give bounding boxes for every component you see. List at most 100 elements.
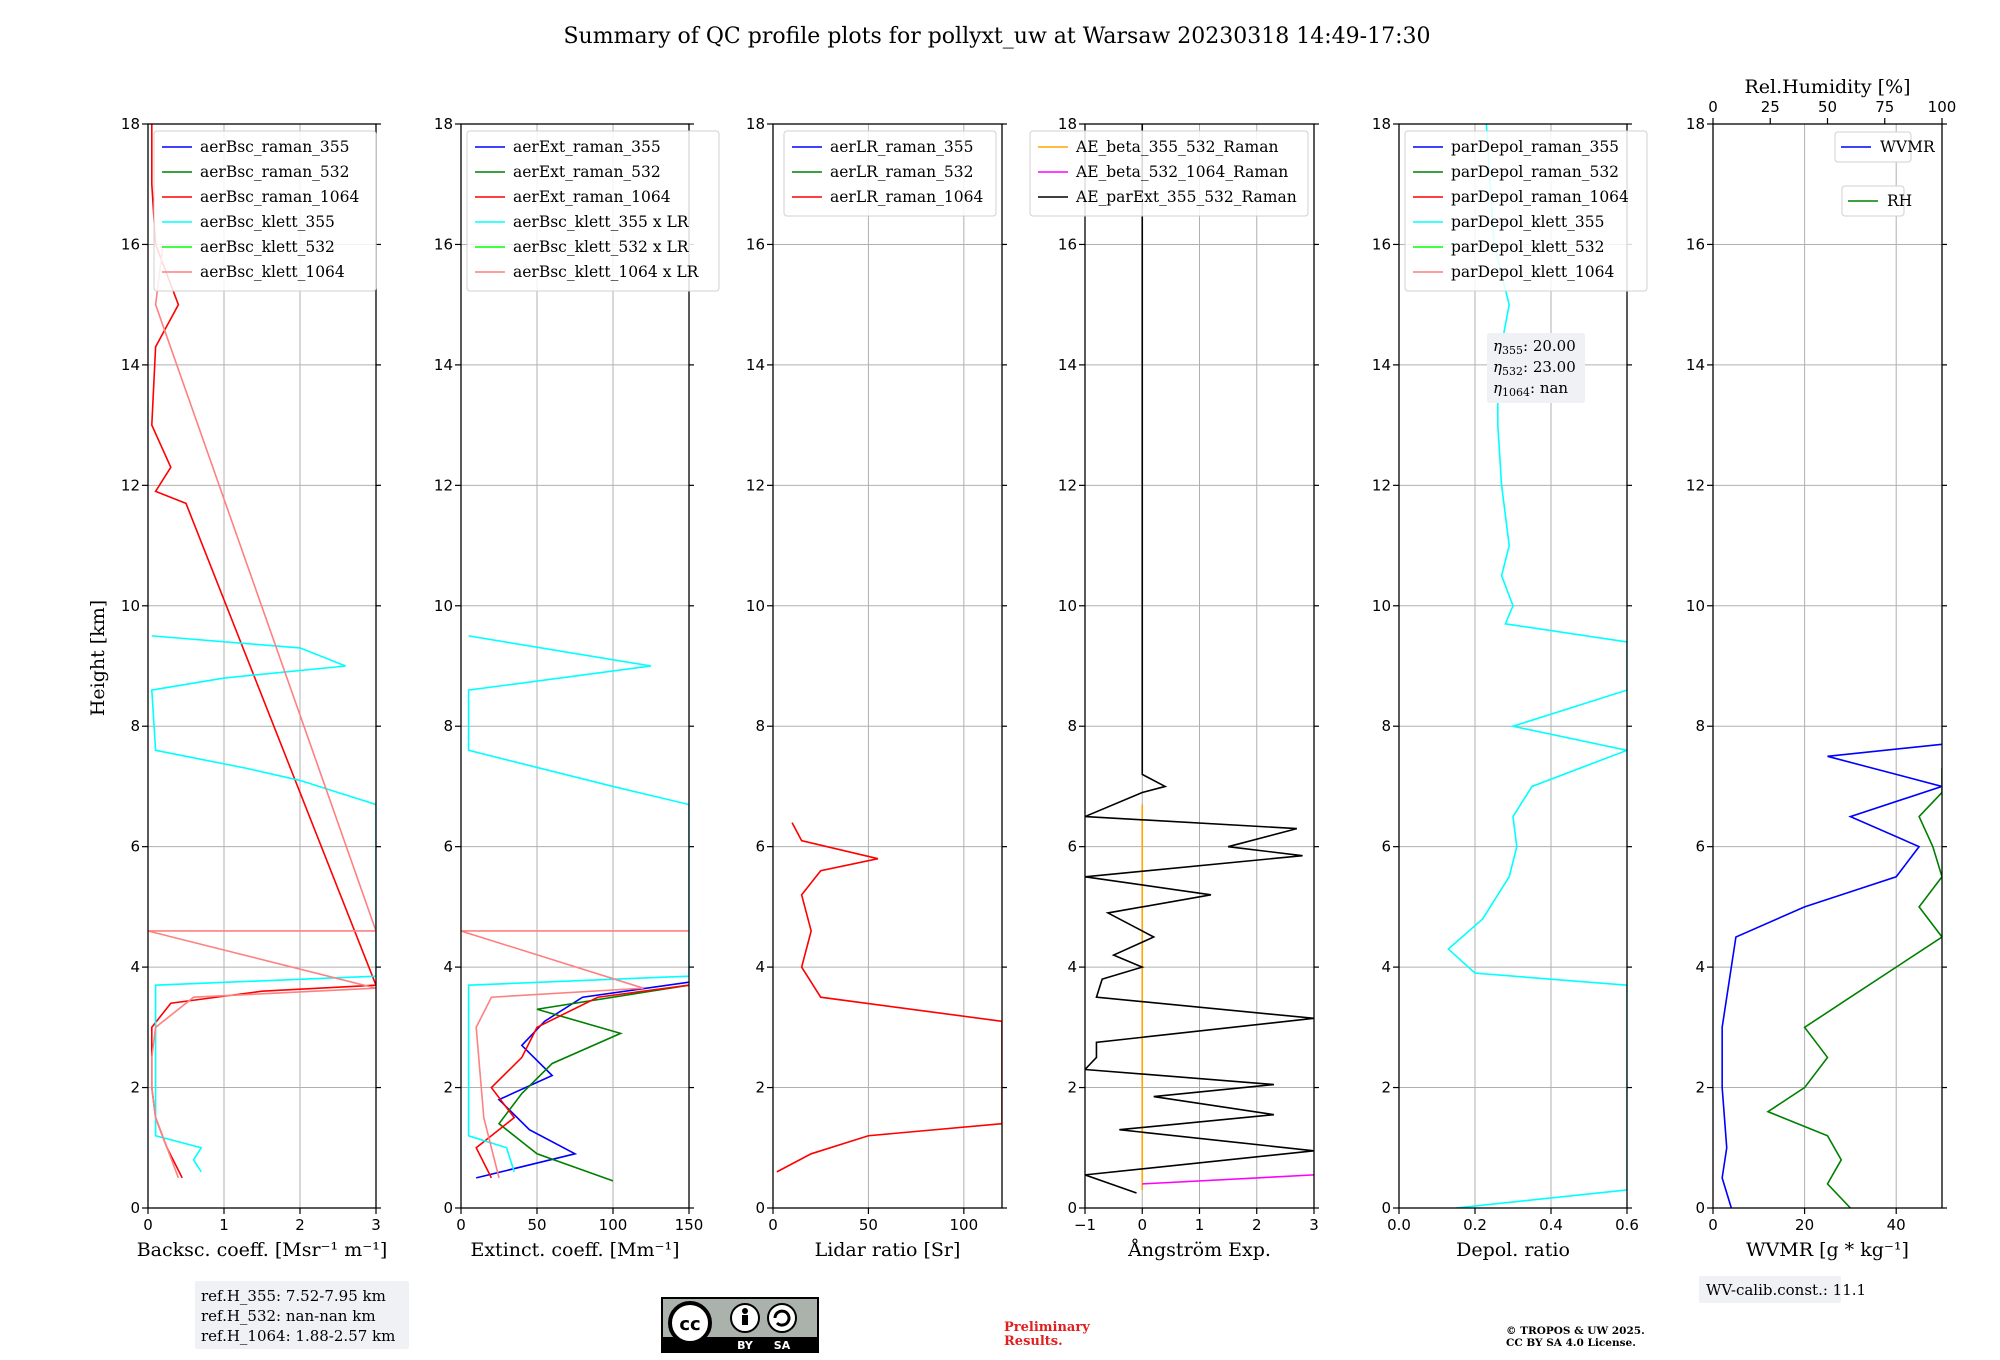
series-aerExt_raman_1064 xyxy=(475,984,689,1179)
eta-355: η355: 20.00 xyxy=(1493,337,1576,357)
legend-label: aerExt_raman_532 xyxy=(513,163,661,181)
cc-license-badge: cc BY SA xyxy=(661,1297,819,1353)
y-tick-label: 6 xyxy=(1695,838,1705,856)
y-tick-label: 4 xyxy=(1695,958,1705,976)
x-axis-label: Extinct. coeff. [Mm⁻¹] xyxy=(470,1239,679,1261)
copyright-line-1: © TROPOS & UW 2025. xyxy=(1506,1325,1645,1337)
svg-text:cc: cc xyxy=(679,1314,700,1335)
legend-box xyxy=(1404,130,1648,292)
legend-label: aerLR_raman_1064 xyxy=(830,188,983,206)
y-tick-label: 0 xyxy=(1381,1199,1391,1217)
series-aerBsc_klett_355 x LR xyxy=(467,635,689,1173)
axes-frame xyxy=(147,123,377,1209)
series-group xyxy=(148,124,376,1179)
legend-label: aerExt_raman_1064 xyxy=(513,188,671,206)
ref-h-532: ref.H_532: nan-nan km xyxy=(201,1307,376,1325)
x-tick-label: 0.4 xyxy=(1539,1216,1563,1234)
legend-label: aerBsc_klett_1064 x LR xyxy=(513,263,700,281)
legend-label: aerBsc_klett_532 x LR xyxy=(513,238,690,256)
legend-box xyxy=(1029,130,1309,217)
top-axis-label: Rel.Humidity [%] xyxy=(1744,76,1910,98)
series-aerBsc_klett_1064 xyxy=(148,244,376,1179)
top-tick-label: 100 xyxy=(1928,98,1957,116)
x-tick-label: 0 xyxy=(1708,1216,1718,1234)
legend-label: AE_beta_355_532_Raman xyxy=(1075,138,1278,156)
series-RH xyxy=(1766,768,1942,1208)
top-tick-label: 50 xyxy=(1818,98,1837,116)
legend-label: aerLR_raman_355 xyxy=(830,138,973,156)
y-tick-label: 14 xyxy=(746,356,765,374)
x-axis-label: Lidar ratio [Sr] xyxy=(815,1239,961,1261)
x-tick-label: 1 xyxy=(1195,1216,1205,1234)
ref-h-355: ref.H_355: 7.52-7.95 km xyxy=(201,1287,386,1305)
axes-frame xyxy=(1398,123,1628,1209)
series-aerBsc_klett_1064 x LR xyxy=(461,930,689,1179)
x-axis-label: Ångström Exp. xyxy=(1127,1239,1271,1261)
legend-label: aerBsc_klett_355 x LR xyxy=(513,213,690,231)
x-tick-label: 1 xyxy=(219,1216,229,1234)
y-tick-label: 16 xyxy=(1058,235,1077,253)
y-tick-label: 8 xyxy=(1695,717,1705,735)
copyright-line-2: CC BY SA 4.0 License. xyxy=(1506,1337,1636,1349)
y-tick-label: 16 xyxy=(121,235,140,253)
axes-frame xyxy=(460,123,690,1209)
preliminary-line-2: Results. xyxy=(1004,1334,1063,1349)
legend-box xyxy=(153,130,377,292)
series-group xyxy=(1721,743,1942,1208)
y-tick-label: 14 xyxy=(1058,356,1077,374)
y-tick-label: 8 xyxy=(443,717,453,735)
x-tick-label: 0 xyxy=(1137,1216,1147,1234)
legend-label: RH xyxy=(1887,192,1912,210)
y-tick-label: 8 xyxy=(1381,717,1391,735)
x-tick-label: 0 xyxy=(768,1216,778,1234)
legend-box xyxy=(1834,131,1912,163)
y-tick-label: 16 xyxy=(1686,235,1705,253)
y-tick-label: 10 xyxy=(1058,597,1077,615)
y-tick-label: 12 xyxy=(1372,476,1391,494)
preliminary-line-1: Preliminary xyxy=(1004,1320,1090,1335)
legend-label: parDepol_klett_1064 xyxy=(1451,263,1614,281)
wv-calib-box: WV-calib.const.: 11.1 xyxy=(1699,1276,1866,1303)
x-tick-label: 100 xyxy=(599,1216,628,1234)
y-tick-label: 12 xyxy=(1058,476,1077,494)
y-tick-label: 10 xyxy=(1372,597,1391,615)
series-aerBsc_klett_355 xyxy=(150,635,376,1173)
y-tick-label: 18 xyxy=(1686,115,1705,133)
legend-label: WVMR xyxy=(1880,138,1936,156)
y-tick-label: 2 xyxy=(1067,1079,1077,1097)
x-tick-label: 2 xyxy=(1252,1216,1262,1234)
x-tick-label: 100 xyxy=(950,1216,979,1234)
x-tick-label: 0 xyxy=(456,1216,466,1234)
x-tick-label: 3 xyxy=(1309,1216,1319,1234)
eta-532: η532: 23.00 xyxy=(1493,358,1576,378)
eta-1064: η1064: nan xyxy=(1493,379,1568,399)
y-tick-label: 0 xyxy=(755,1199,765,1217)
x-tick-label: 0.6 xyxy=(1615,1216,1639,1234)
y-tick-label: 6 xyxy=(1067,838,1077,856)
panel-lidar_ratio: 0 50 100 0 2 4 6 8 10 12 14 16 18 Lidar ratio [Sr] aer… xyxy=(746,115,1007,1261)
y-tick-label: 4 xyxy=(1381,958,1391,976)
wv-calib-text: WV-calib.const.: 11.1 xyxy=(1706,1281,1866,1299)
legend-label: AE_parExt_355_532_Raman xyxy=(1075,188,1297,206)
y-tick-label: 12 xyxy=(1686,476,1705,494)
legend-label: aerBsc_klett_1064 xyxy=(200,263,345,281)
y-tick-label: 0 xyxy=(1067,1199,1077,1217)
eta-box: η355: 20.00 η532: 23.00 η1064: nan xyxy=(1487,333,1585,403)
x-tick-label: 50 xyxy=(859,1216,878,1234)
x-tick-label: 3 xyxy=(371,1216,381,1234)
legend-label: aerBsc_raman_355 xyxy=(200,138,350,156)
y-tick-label: 12 xyxy=(434,476,453,494)
x-tick-label: 2 xyxy=(295,1216,305,1234)
y-tick-label: 2 xyxy=(130,1079,140,1097)
series-AE_beta_532_1064_Raman xyxy=(1142,1174,1314,1185)
series-aerExt_raman_355 xyxy=(476,981,689,1179)
y-tick-label: 4 xyxy=(1067,958,1077,976)
x-tick-label: 20 xyxy=(1795,1216,1814,1234)
x-tick-label: 40 xyxy=(1887,1216,1906,1234)
series-group xyxy=(1085,124,1314,1194)
y-tick-label: 14 xyxy=(1372,356,1391,374)
y-tick-label: 10 xyxy=(746,597,765,615)
y-tick-label: 4 xyxy=(130,958,140,976)
